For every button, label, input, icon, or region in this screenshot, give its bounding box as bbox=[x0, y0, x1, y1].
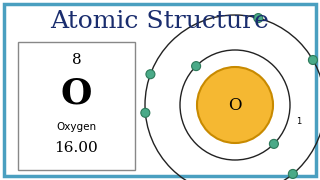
Text: O: O bbox=[228, 96, 242, 114]
Text: O: O bbox=[61, 77, 92, 111]
Ellipse shape bbox=[141, 108, 150, 117]
Text: 1: 1 bbox=[296, 117, 301, 126]
Ellipse shape bbox=[192, 62, 201, 71]
Text: Oxygen: Oxygen bbox=[56, 122, 97, 132]
Ellipse shape bbox=[197, 67, 273, 143]
Bar bbox=[18, 42, 135, 170]
Text: Atomic Structure: Atomic Structure bbox=[51, 10, 269, 33]
Ellipse shape bbox=[254, 14, 263, 22]
Text: 16.00: 16.00 bbox=[55, 141, 98, 155]
Ellipse shape bbox=[288, 169, 297, 178]
Ellipse shape bbox=[146, 70, 155, 79]
Ellipse shape bbox=[269, 139, 278, 148]
Ellipse shape bbox=[308, 55, 317, 64]
Text: 8: 8 bbox=[72, 53, 81, 67]
